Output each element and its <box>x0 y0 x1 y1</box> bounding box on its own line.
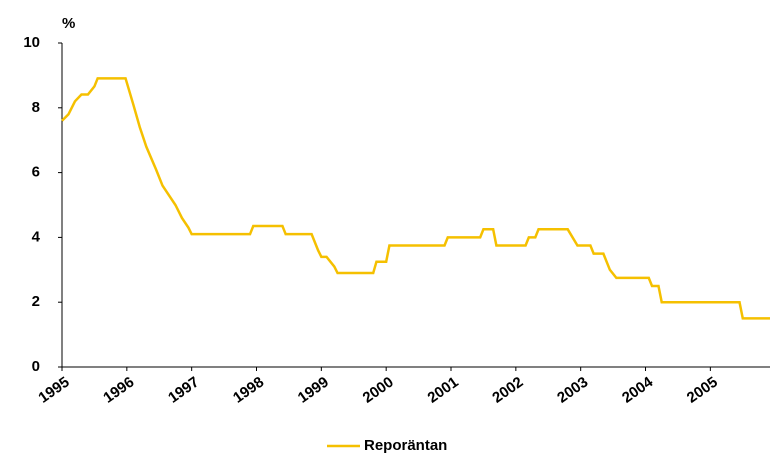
y-tick-label: 10 <box>23 34 40 51</box>
y-tick-label: 6 <box>32 164 40 181</box>
legend-label: Reporäntan <box>364 437 447 454</box>
y-tick-label: 2 <box>32 293 40 310</box>
x-tick-label: 2004 <box>619 373 657 406</box>
x-tick-label: 2005 <box>684 374 721 407</box>
x-tick-label: 2001 <box>424 374 461 407</box>
x-tick-label: 1997 <box>165 374 202 407</box>
y-tick-label: 4 <box>32 228 41 245</box>
x-tick-label: 2003 <box>554 374 591 407</box>
y-tick-label: 8 <box>32 99 40 116</box>
x-tick-label: 2000 <box>360 374 397 407</box>
y-axis-label: % <box>62 15 75 32</box>
x-tick-label: 1998 <box>230 374 267 407</box>
x-tick-label: 1999 <box>295 374 332 407</box>
y-tick-label: 0 <box>32 358 40 375</box>
data-line <box>61 77 770 320</box>
x-tick-label: 1996 <box>100 374 137 407</box>
x-tick-label: 2002 <box>489 374 526 407</box>
x-tick-label: 1995 <box>35 374 72 407</box>
